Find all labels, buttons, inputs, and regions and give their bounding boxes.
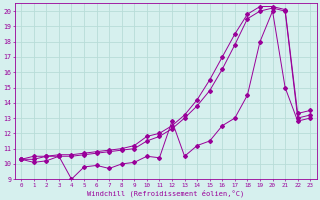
X-axis label: Windchill (Refroidissement éolien,°C): Windchill (Refroidissement éolien,°C) bbox=[87, 189, 244, 197]
